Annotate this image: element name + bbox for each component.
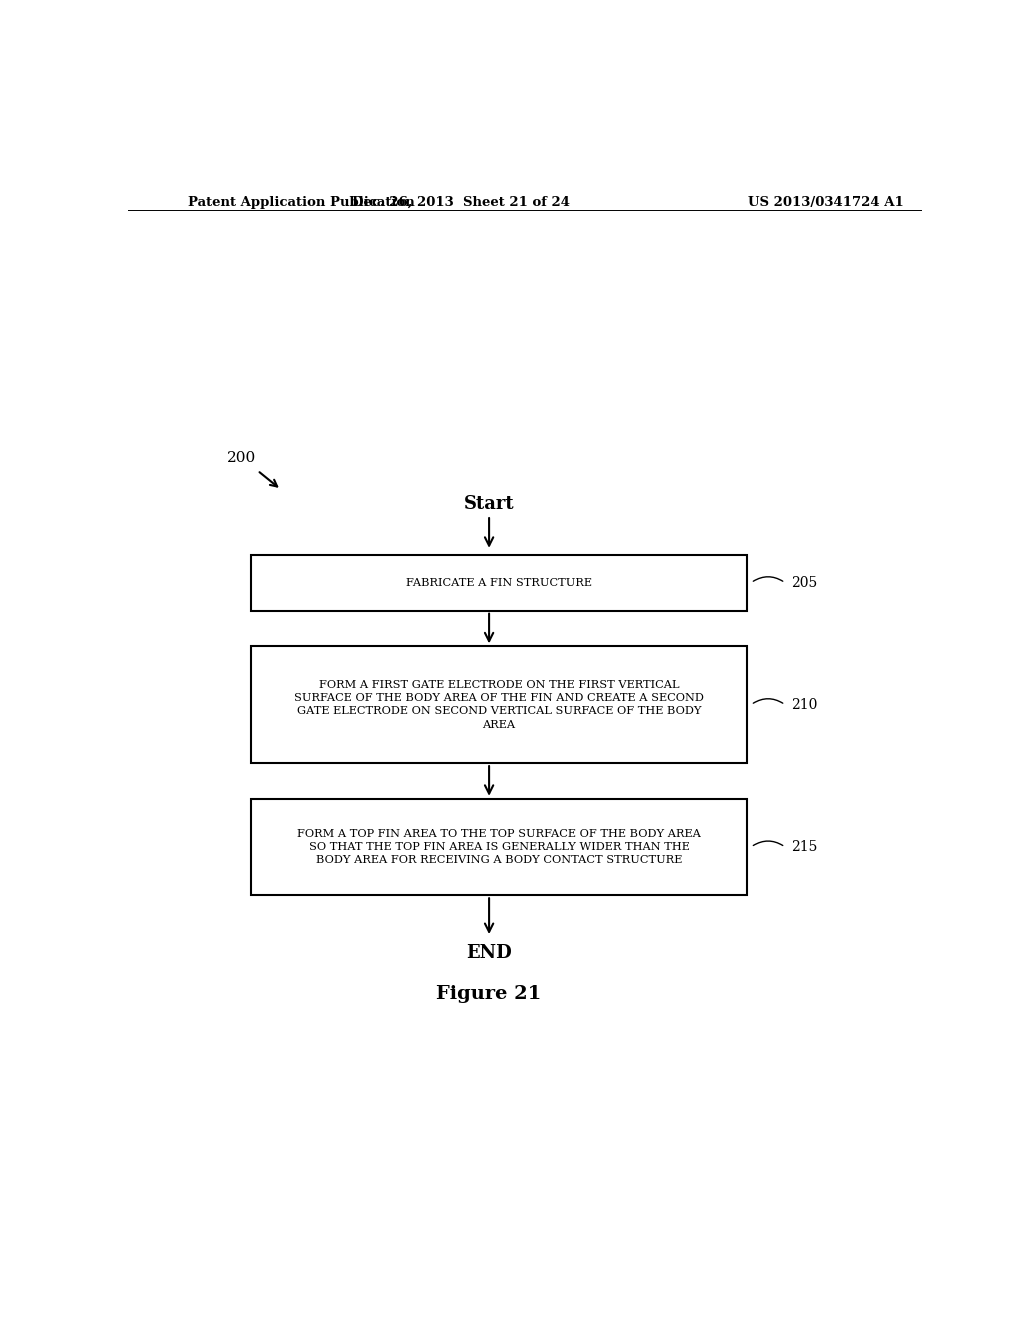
Text: END: END [466, 944, 512, 962]
Text: 205: 205 [791, 576, 817, 590]
Text: Start: Start [464, 495, 514, 513]
Text: FORM A TOP FIN AREA TO THE TOP SURFACE OF THE BODY AREA
SO THAT THE TOP FIN AREA: FORM A TOP FIN AREA TO THE TOP SURFACE O… [297, 829, 701, 865]
FancyBboxPatch shape [251, 554, 748, 611]
Text: 215: 215 [791, 840, 817, 854]
Text: Patent Application Publication: Patent Application Publication [187, 195, 415, 209]
FancyBboxPatch shape [251, 799, 748, 895]
Text: US 2013/0341724 A1: US 2013/0341724 A1 [749, 195, 904, 209]
Text: 200: 200 [227, 451, 256, 465]
FancyBboxPatch shape [251, 647, 748, 763]
Text: Figure 21: Figure 21 [436, 985, 542, 1003]
Text: Dec. 26, 2013  Sheet 21 of 24: Dec. 26, 2013 Sheet 21 of 24 [352, 195, 570, 209]
Text: FABRICATE A FIN STRUCTURE: FABRICATE A FIN STRUCTURE [406, 578, 592, 587]
Text: FORM A FIRST GATE ELECTRODE ON THE FIRST VERTICAL
SURFACE OF THE BODY AREA OF TH: FORM A FIRST GATE ELECTRODE ON THE FIRST… [294, 680, 703, 730]
Text: 210: 210 [791, 698, 817, 711]
